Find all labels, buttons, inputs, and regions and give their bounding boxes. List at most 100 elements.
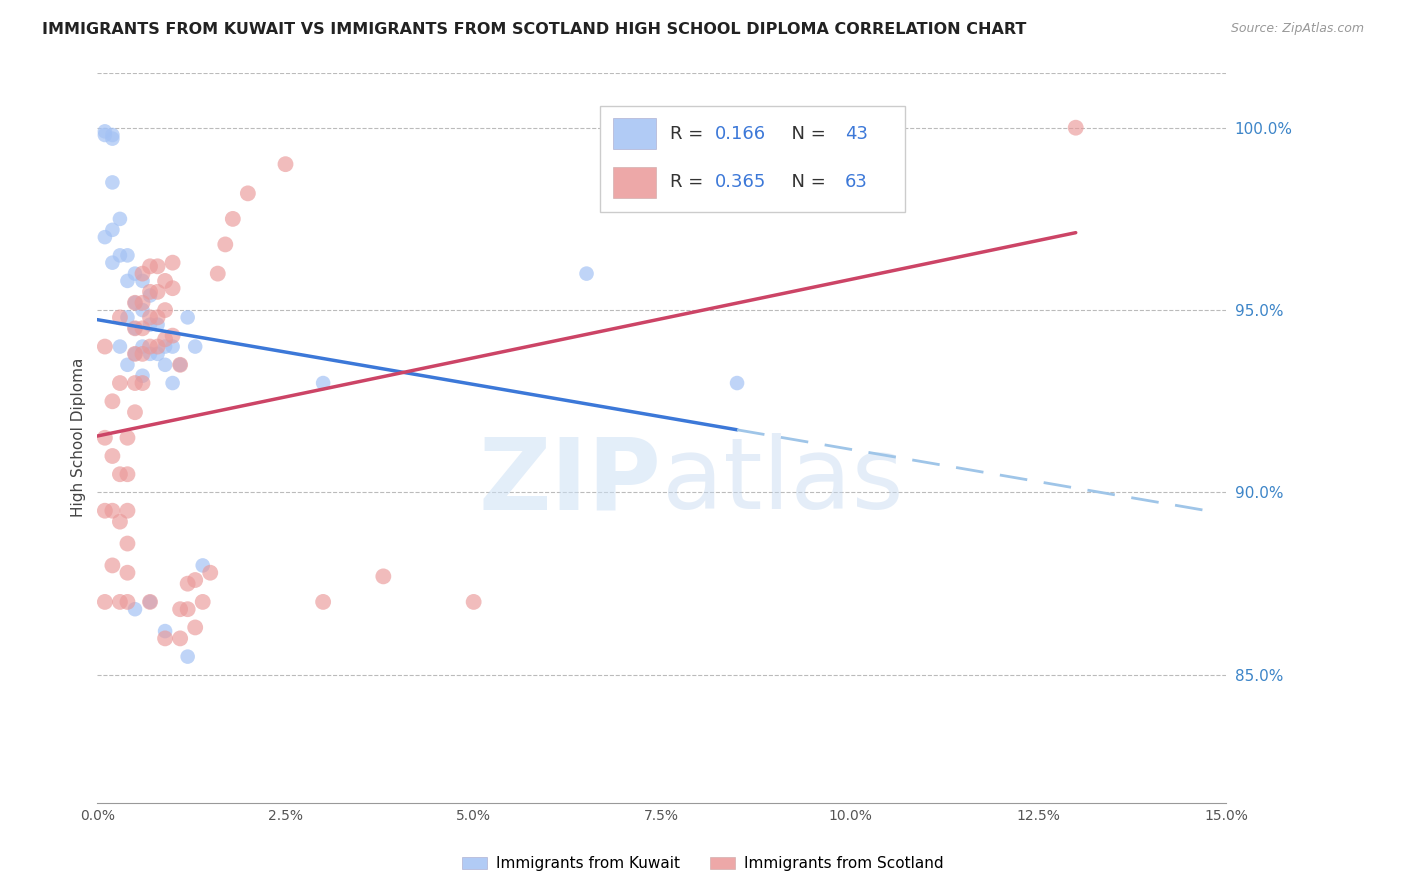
Point — [139, 340, 162, 354]
Point — [117, 536, 139, 550]
Text: IMMIGRANTS FROM KUWAIT VS IMMIGRANTS FROM SCOTLAND HIGH SCHOOL DIPLOMA CORRELATI: IMMIGRANTS FROM KUWAIT VS IMMIGRANTS FRO… — [42, 22, 1026, 37]
Point — [162, 281, 184, 295]
FancyBboxPatch shape — [613, 119, 657, 149]
Text: 63: 63 — [845, 173, 868, 192]
Point — [176, 602, 198, 616]
Point — [176, 310, 198, 325]
Point — [139, 285, 162, 299]
Point — [236, 186, 259, 201]
Point — [124, 321, 146, 335]
Point — [108, 340, 131, 354]
Point — [117, 248, 139, 262]
Point — [312, 376, 335, 390]
Text: atlas: atlas — [662, 433, 904, 530]
Text: R =: R = — [669, 125, 709, 143]
Point — [162, 340, 184, 354]
Point — [108, 248, 131, 262]
Point — [169, 358, 191, 372]
Point — [94, 128, 117, 142]
Point — [124, 347, 146, 361]
Point — [214, 237, 236, 252]
Point — [146, 318, 169, 332]
Point — [191, 595, 214, 609]
Point — [373, 569, 395, 583]
Point — [94, 504, 117, 518]
Text: 43: 43 — [845, 125, 868, 143]
Point — [176, 576, 198, 591]
Point — [94, 124, 117, 138]
Point — [139, 347, 162, 361]
Point — [131, 340, 153, 354]
Point — [131, 303, 153, 318]
Point — [117, 358, 139, 372]
Point — [725, 376, 748, 390]
Point — [94, 595, 117, 609]
Point — [191, 558, 214, 573]
Point — [108, 467, 131, 482]
Point — [94, 340, 117, 354]
Point — [146, 285, 169, 299]
Point — [146, 340, 169, 354]
Text: Source: ZipAtlas.com: Source: ZipAtlas.com — [1230, 22, 1364, 36]
Point — [463, 595, 485, 609]
Point — [169, 632, 191, 646]
Point — [139, 288, 162, 302]
Point — [101, 394, 124, 409]
Point — [117, 467, 139, 482]
Point — [101, 131, 124, 145]
Point — [124, 295, 146, 310]
Legend: Immigrants from Kuwait, Immigrants from Scotland: Immigrants from Kuwait, Immigrants from … — [456, 850, 950, 877]
Point — [101, 223, 124, 237]
Point — [1064, 120, 1087, 135]
Point — [169, 358, 191, 372]
Point — [94, 230, 117, 244]
Text: 0.365: 0.365 — [714, 173, 766, 192]
Point — [184, 620, 207, 634]
Point — [108, 211, 131, 226]
Text: R =: R = — [669, 173, 709, 192]
Point — [139, 260, 162, 274]
Point — [139, 595, 162, 609]
Point — [146, 347, 169, 361]
Point — [108, 310, 131, 325]
Point — [207, 267, 229, 281]
Point — [153, 332, 176, 346]
FancyBboxPatch shape — [613, 167, 657, 198]
Point — [117, 274, 139, 288]
Point — [101, 255, 124, 269]
Point — [162, 376, 184, 390]
Point — [153, 340, 176, 354]
Point — [101, 449, 124, 463]
Point — [94, 431, 117, 445]
Point — [124, 602, 146, 616]
Point — [101, 558, 124, 573]
Point — [312, 595, 335, 609]
Point — [124, 267, 146, 281]
Point — [124, 347, 146, 361]
Point — [139, 310, 162, 325]
Point — [153, 274, 176, 288]
Point — [117, 566, 139, 580]
Point — [124, 321, 146, 335]
Y-axis label: High School Diploma: High School Diploma — [72, 358, 86, 517]
Point — [117, 595, 139, 609]
Point — [162, 255, 184, 269]
Point — [131, 267, 153, 281]
Point — [108, 595, 131, 609]
Text: N =: N = — [780, 173, 832, 192]
Point — [153, 624, 176, 638]
Point — [184, 340, 207, 354]
Point — [101, 504, 124, 518]
Point — [131, 368, 153, 383]
Point — [153, 303, 176, 318]
Point — [117, 431, 139, 445]
Point — [108, 376, 131, 390]
Point — [146, 260, 169, 274]
Point — [117, 310, 139, 325]
Point — [575, 267, 598, 281]
Point — [139, 318, 162, 332]
Point — [139, 595, 162, 609]
Point — [146, 310, 169, 325]
Point — [176, 649, 198, 664]
Point — [222, 211, 245, 226]
